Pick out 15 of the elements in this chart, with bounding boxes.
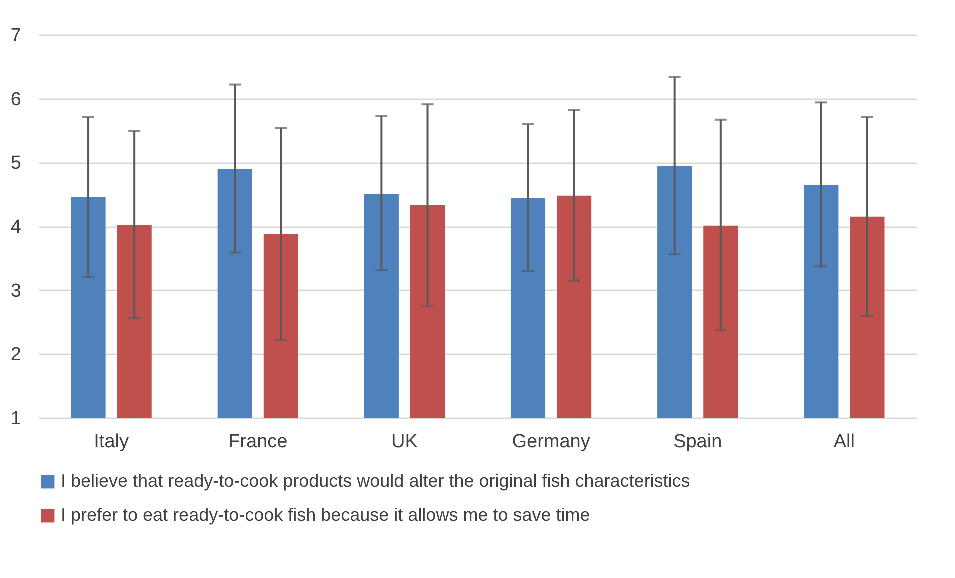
y-tick-label: 5	[10, 153, 22, 174]
y-tick-label: 2	[10, 344, 22, 366]
y-tick-label: 6	[10, 89, 22, 110]
x-tick-label: Germany	[512, 432, 591, 452]
legend-label: I prefer to eat ready-to-cook fish because it allows me to save time	[61, 505, 590, 525]
x-tick-label: UK	[392, 432, 418, 452]
x-tick-label: All	[834, 432, 856, 452]
x-tick-label: Italy	[94, 432, 130, 452]
x-tick-label: Spain	[674, 432, 722, 452]
legend-label: I believe that ready-to-cook products would alter the original fish characteristics	[61, 471, 690, 491]
x-tick-label: France	[228, 432, 288, 452]
y-tick-label: 7	[10, 26, 22, 46]
y-tick-label: 1	[10, 408, 22, 430]
y-tick-label: 4	[10, 217, 22, 238]
y-tick-label: 3	[10, 280, 22, 302]
